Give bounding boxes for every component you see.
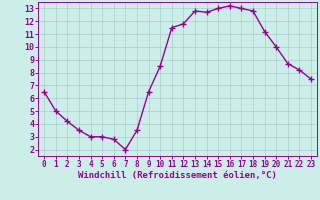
- X-axis label: Windchill (Refroidissement éolien,°C): Windchill (Refroidissement éolien,°C): [78, 171, 277, 180]
